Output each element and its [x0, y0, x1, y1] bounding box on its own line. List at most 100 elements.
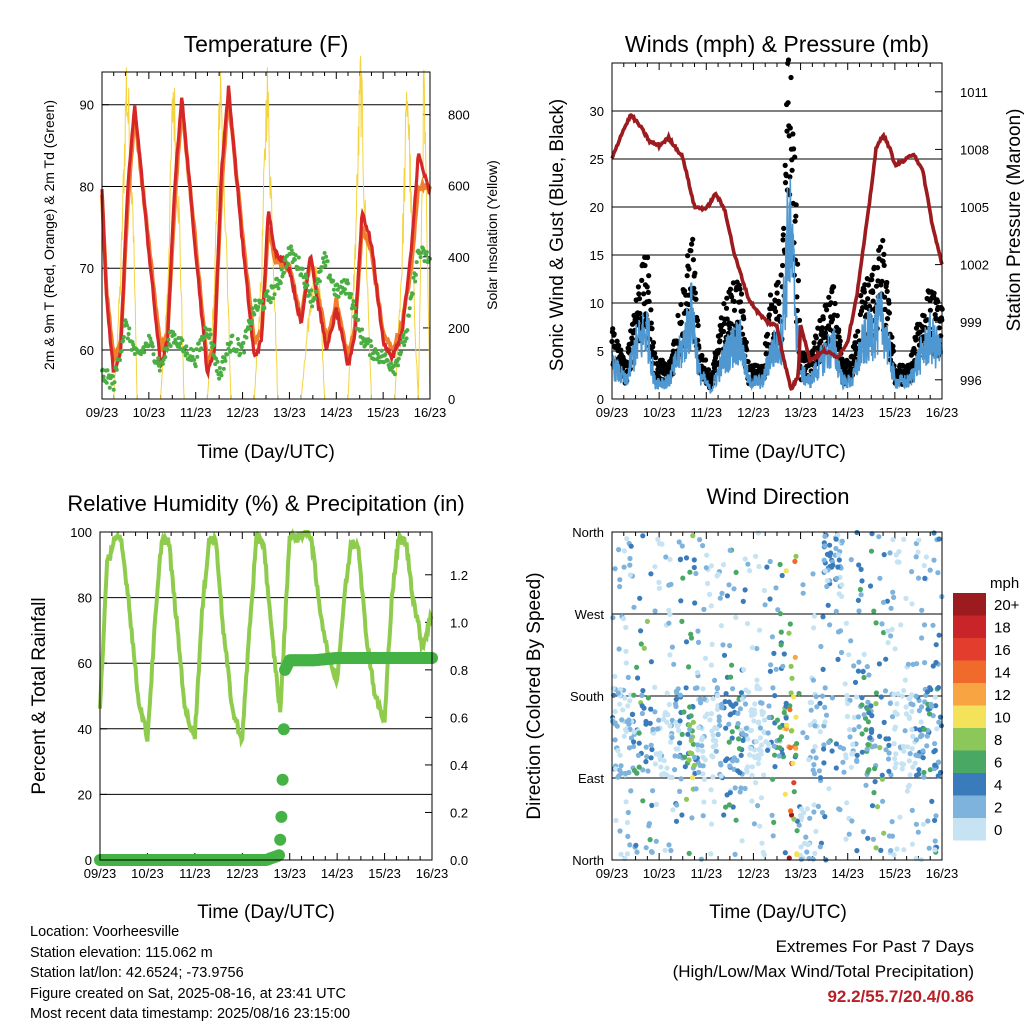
direction-point [791, 780, 797, 786]
gust-point [879, 278, 885, 284]
direction-point [754, 645, 760, 652]
gust-point [775, 279, 781, 285]
direction-point [847, 727, 853, 733]
direction-point [880, 599, 887, 605]
direction-point [701, 776, 708, 782]
direction-point [881, 830, 887, 836]
gust-point [836, 334, 842, 340]
direction-point [845, 701, 851, 707]
direction-point [827, 542, 833, 548]
direction-point [915, 575, 922, 581]
wind-line [611, 178, 943, 394]
x-tick-label: 12/23 [737, 866, 770, 881]
direction-point [813, 755, 819, 761]
direction-point [931, 557, 937, 563]
direction-point [852, 679, 859, 686]
direction-point [859, 578, 865, 584]
direction-point [855, 668, 862, 674]
direction-point [730, 804, 736, 810]
direction-point [932, 847, 938, 853]
direction-point [792, 558, 798, 565]
gust-point [626, 346, 632, 352]
direction-point [932, 762, 938, 768]
direction-point [908, 701, 914, 707]
direction-point [724, 756, 730, 762]
direction-point [915, 829, 921, 835]
gust-point [853, 333, 859, 339]
direction-point [727, 763, 733, 769]
gust-point [648, 320, 654, 326]
direction-point [822, 533, 828, 539]
direction-point [772, 693, 778, 699]
y-tick-label: 30 [590, 104, 604, 119]
direction-point [869, 713, 875, 719]
direction-point [787, 707, 793, 713]
direction-point [658, 764, 664, 770]
direction-point [920, 748, 926, 754]
y2-tick-label: 0.4 [450, 758, 468, 773]
direction-point [733, 614, 739, 621]
direction-point [732, 851, 738, 858]
direction-point [721, 812, 727, 818]
direction-point [679, 731, 685, 738]
dewpoint-point [360, 327, 365, 332]
direction-point [872, 779, 878, 785]
direction-point [817, 700, 823, 706]
direction-point [820, 614, 826, 620]
gust-point [861, 289, 868, 295]
temperature-panel: Temperature (F) 09/23 10/23 11/23 12/23 13/2… [41, 31, 500, 463]
direction-point [885, 756, 892, 762]
x-tick-label: 09/23 [86, 405, 119, 420]
direction-point [786, 630, 792, 636]
gust-point [932, 312, 938, 318]
gust-point [616, 343, 622, 349]
rh-axes-frame [99, 531, 433, 861]
direction-point [916, 771, 922, 777]
direction-point [747, 568, 753, 574]
direction-point [868, 729, 875, 736]
x-tick-label: 11/23 [690, 405, 722, 420]
station-info: Location: Voorheesville Station elevatio… [30, 922, 350, 1025]
dewpoint-point [104, 380, 109, 385]
direction-point [821, 746, 827, 752]
dewpoint-point [293, 253, 298, 258]
gust-point [935, 299, 941, 305]
direction-point [913, 737, 920, 743]
direction-point [806, 841, 812, 847]
direction-point [909, 841, 916, 847]
dewpoint-point [406, 313, 411, 318]
direction-point [873, 690, 880, 696]
direction-point [846, 652, 852, 658]
gust-point [684, 273, 690, 279]
gust-point [824, 307, 830, 313]
dewpoint-point [178, 341, 183, 346]
direction-ylabel: Direction (Colored By Speed) [524, 572, 545, 819]
direction-point [648, 571, 654, 577]
direction-point [787, 745, 793, 751]
dewpoint-point [253, 298, 258, 303]
gust-point [865, 282, 872, 288]
direction-point [748, 746, 754, 752]
direction-point [631, 692, 637, 698]
direction-point [770, 833, 776, 839]
gust-point [729, 294, 735, 300]
direction-point [697, 696, 704, 703]
direction-point [640, 798, 646, 804]
direction-point [884, 598, 891, 604]
gust-point [650, 340, 657, 346]
direction-point [798, 806, 805, 812]
direction-point [753, 738, 760, 745]
direction-point [865, 699, 871, 705]
gust-point [792, 154, 798, 160]
dewpoint-point [343, 291, 348, 296]
gust-point [724, 316, 730, 322]
direction-point [793, 752, 799, 758]
direction-point [935, 570, 941, 576]
recent-timestamp: Most recent data timestamp: 2025/08/16 2… [30, 1006, 351, 1022]
direction-point [800, 590, 806, 596]
direction-point [667, 611, 673, 617]
direction-point [842, 681, 848, 687]
direction-point [757, 735, 764, 741]
station-elevation: Station elevation: 115.062 m [30, 944, 213, 961]
direction-point [666, 620, 672, 626]
